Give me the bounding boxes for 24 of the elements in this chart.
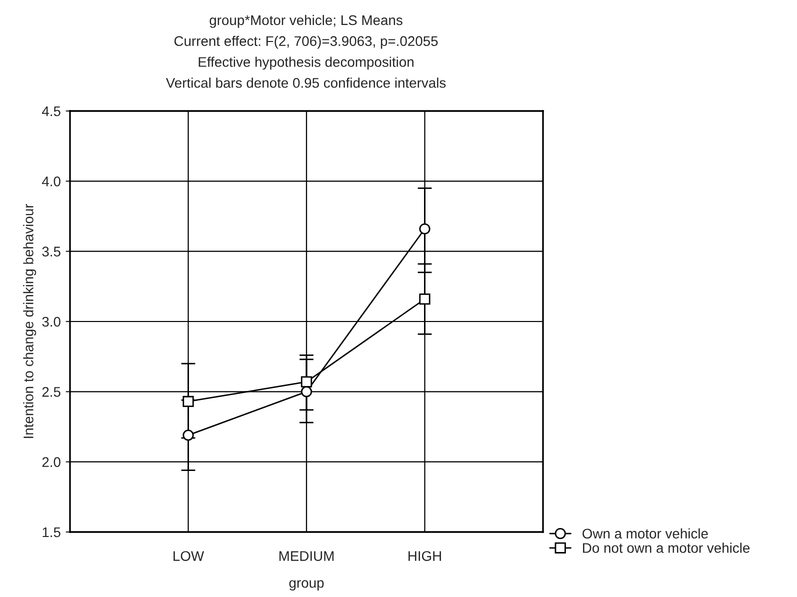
legend-label: Do not own a motor vehicle [583,542,750,553]
point [419,293,430,305]
x-tick-label: HIGH [408,551,441,561]
legend-label: Own a motor vehicle [582,528,708,539]
x-axis-title: group [289,580,324,591]
point [182,396,194,408]
point [419,223,430,234]
point [182,430,194,441]
x-tick-label: MEDIUM [279,551,334,561]
y-axis-title: Intention to change drinking behaviour [23,204,36,438]
y-tick-label: 2.5 [42,387,60,397]
x-tick-label: LOW [174,551,204,561]
text: Vertical bars denote 0.95 confidence intervals [166,78,446,88]
y-tick-label: 4.5 [42,106,60,116]
chart-title: group*Motor vehicle; LS Means [210,14,402,28]
chart-subtitle: Current effect: F(2, 706)=3.9063, p=.02055 [174,36,438,49]
point [300,376,312,388]
y-tick-label: 3.0 [42,316,60,327]
y-tick-label: 1.5 [42,527,60,538]
text: Effective hypothesis decomposition [198,56,414,70]
point [300,386,312,398]
y-tick-label: 2.0 [42,457,60,468]
y-tick-label: 4.0 [42,176,60,186]
y-tick-label: 3.5 [42,246,60,257]
